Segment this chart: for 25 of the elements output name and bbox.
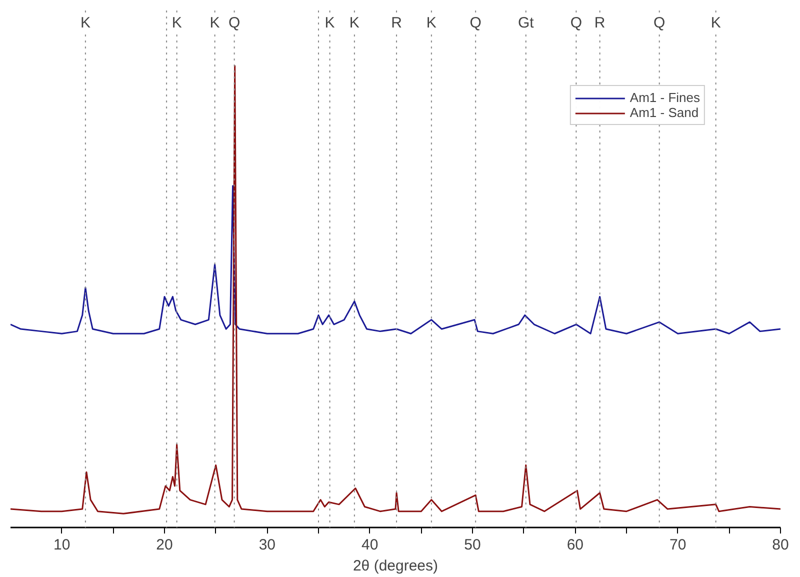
ref-line-label: K: [710, 14, 721, 32]
x-tick-label: 30: [258, 536, 276, 554]
x-axis-title: 2θ (degrees): [352, 558, 438, 574]
ref-line-label: K: [80, 14, 90, 32]
ref-line-label: Q: [654, 14, 666, 32]
legend-label: Am1 - Fines: [630, 90, 700, 105]
x-tick-label: 20: [156, 536, 173, 554]
x-tick-label: 80: [772, 536, 789, 554]
ref-line-label: R: [594, 14, 606, 32]
ref-line-label: K: [172, 14, 182, 32]
x-tick-label: 70: [669, 536, 686, 554]
ref-line-label: Q: [570, 14, 582, 32]
ref-line-label: Q: [228, 14, 240, 32]
x-tick-label: 10: [53, 536, 70, 554]
legend-label: Am1 - Sand: [630, 105, 699, 120]
ref-line-label: Gt: [518, 14, 535, 32]
ref-line-label: K: [324, 14, 335, 32]
x-tick-label: 50: [464, 536, 481, 554]
x-tick-label: 60: [566, 536, 584, 554]
ref-line-label: K: [210, 14, 220, 32]
ref-line-label: K: [426, 14, 436, 32]
ref-line-label: R: [391, 14, 402, 32]
x-tick-label: 40: [361, 536, 378, 554]
ref-line-label: K: [349, 14, 360, 32]
ref-line-label: Q: [470, 14, 482, 32]
